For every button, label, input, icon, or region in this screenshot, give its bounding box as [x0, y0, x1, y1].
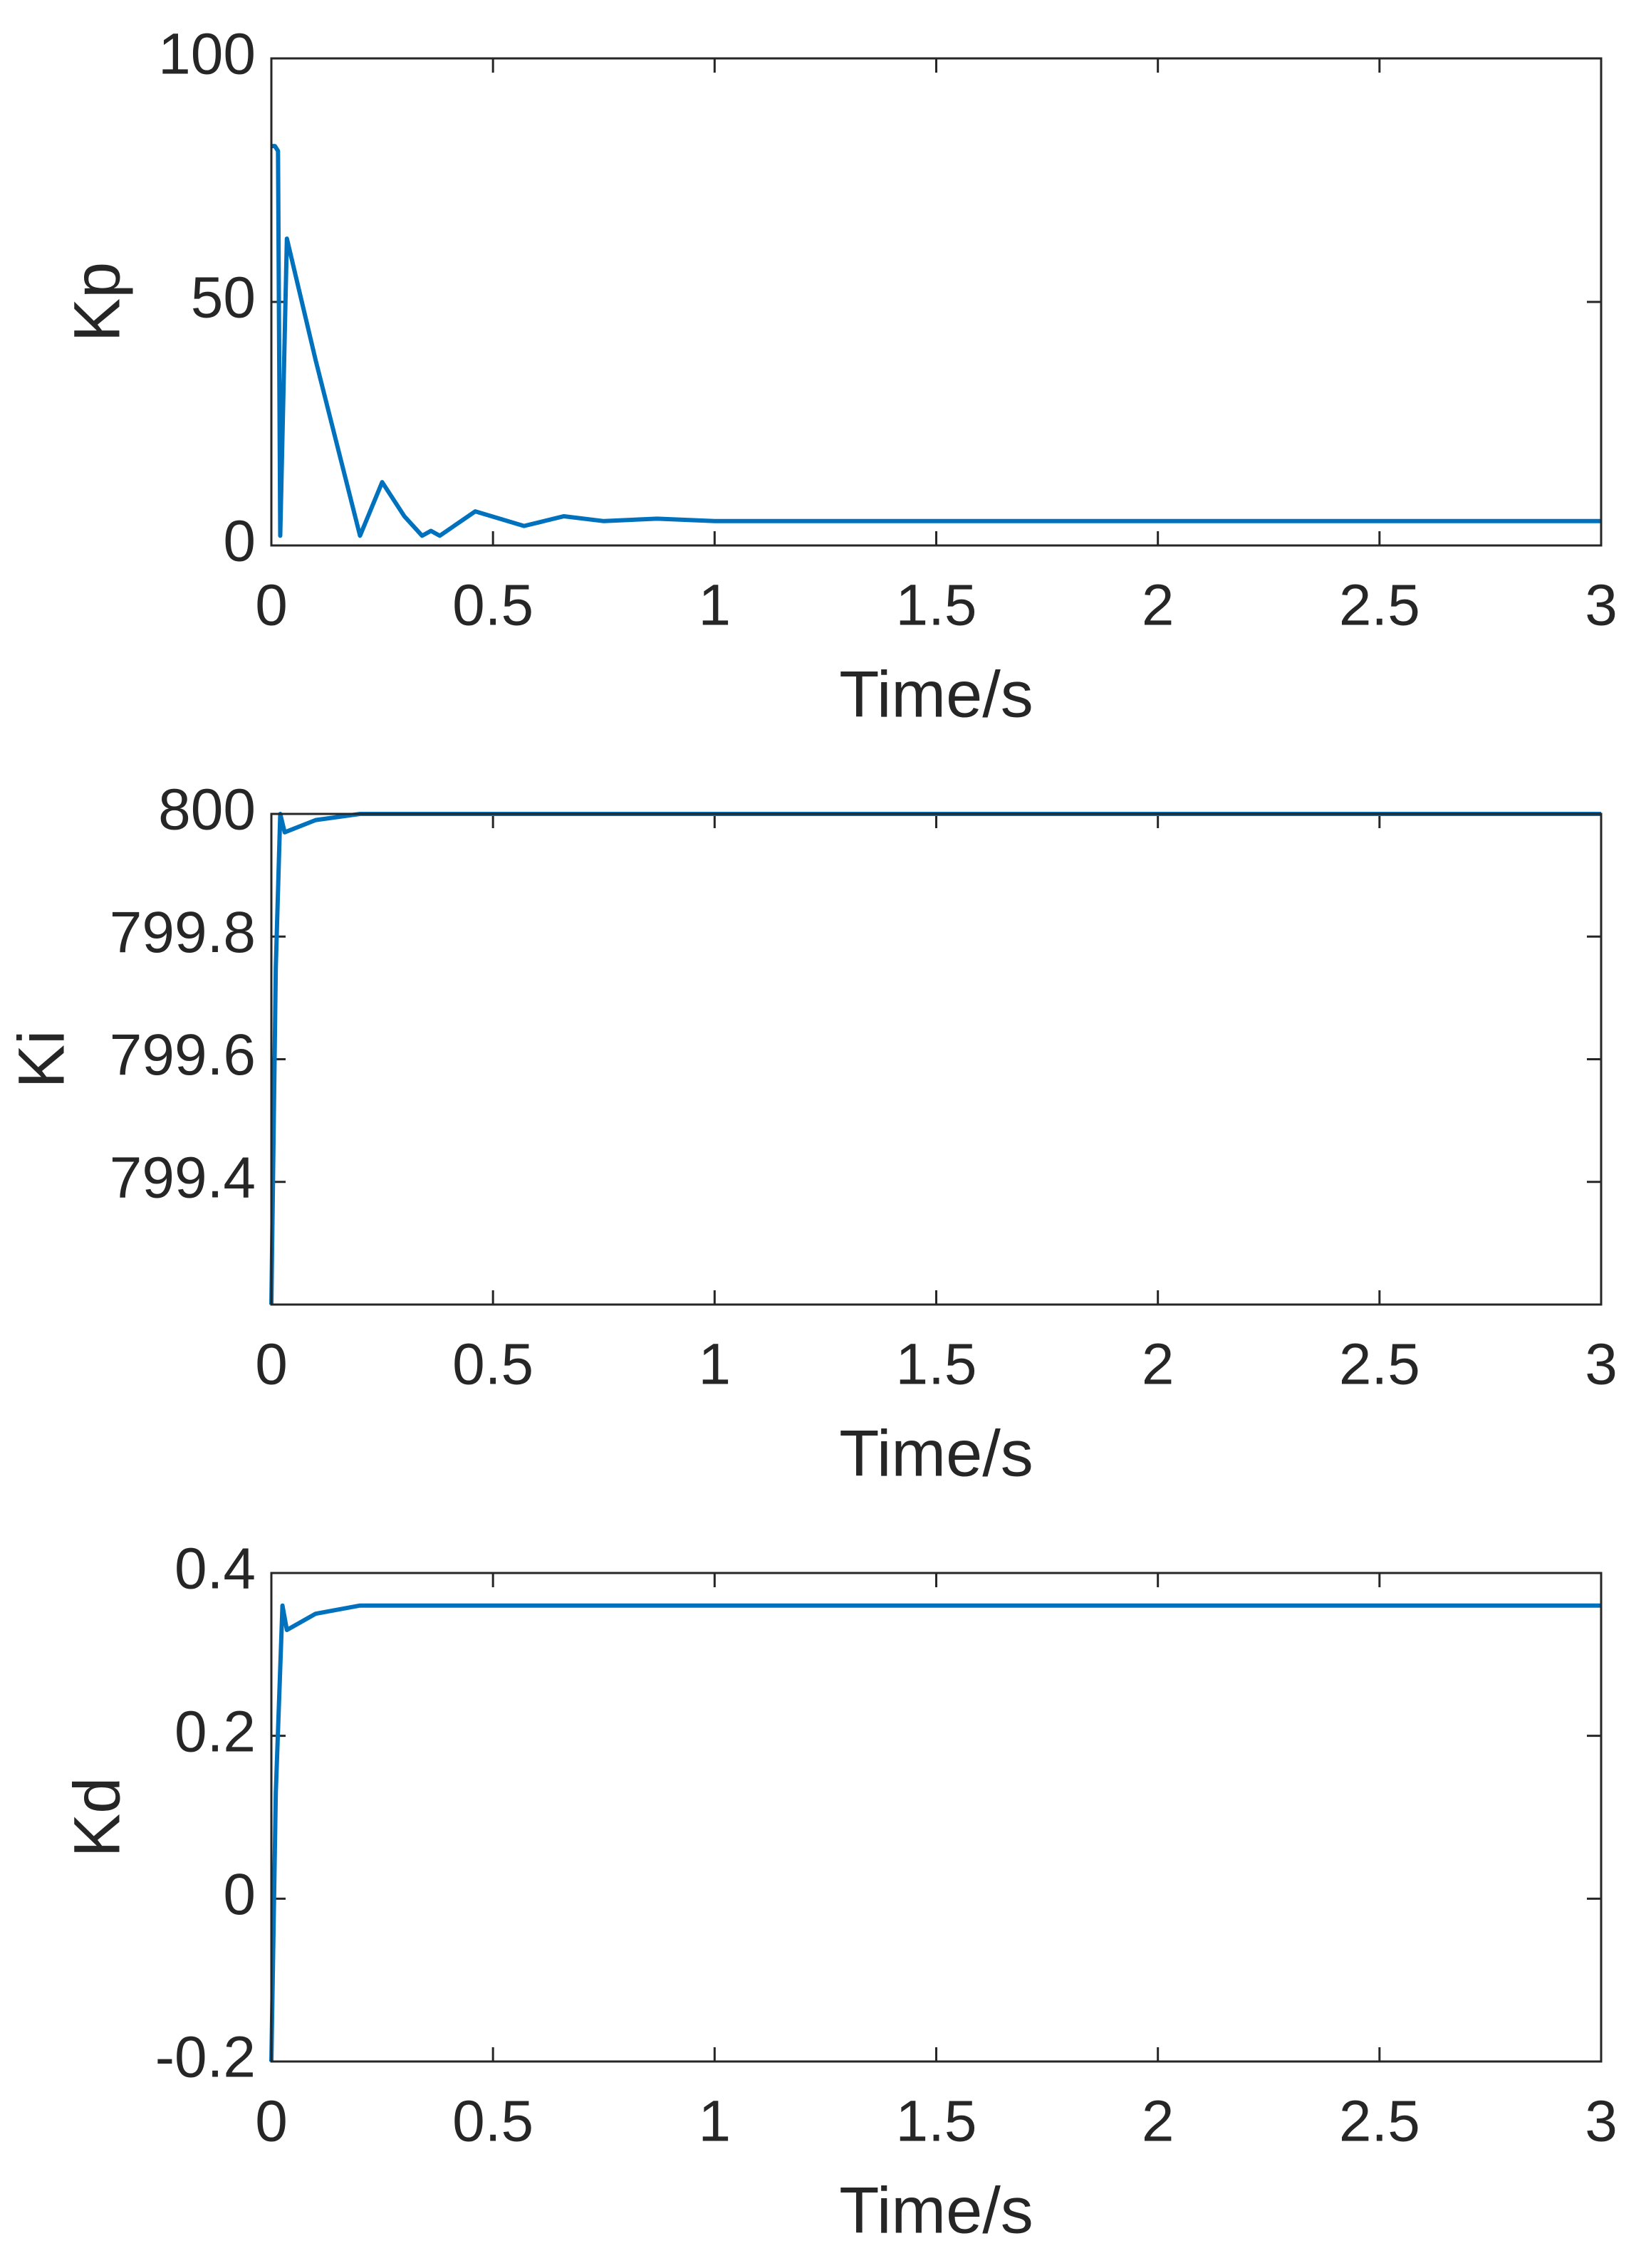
- x-tick-label: 3: [1585, 2089, 1618, 2154]
- x-axis-label: Time/s: [839, 1417, 1033, 1490]
- x-tick-label: 0: [255, 1332, 288, 1397]
- plot-area: [271, 58, 1601, 545]
- y-axis-label: Kp: [61, 262, 133, 343]
- plot-area: [271, 814, 1601, 1305]
- x-tick-label: 2: [1142, 573, 1174, 638]
- axes-box: [270, 1572, 1603, 2063]
- x-axis-label: Time/s: [839, 658, 1033, 731]
- x-tick-label: 1: [699, 1332, 731, 1397]
- x-tick-label: 1: [699, 573, 731, 638]
- y-tick-label: 50: [191, 266, 256, 330]
- x-tick-label: 2.5: [1339, 2089, 1420, 2154]
- plot-area: [271, 1573, 1601, 2061]
- x-tick-label: 0: [255, 573, 288, 638]
- y-tick-label: 0.2: [175, 1699, 256, 1764]
- x-tick-label: 2.5: [1339, 1332, 1420, 1397]
- y-tick-label: 0: [223, 509, 256, 574]
- x-tick-label: 0.5: [452, 573, 533, 638]
- y-tick-label: 800: [158, 778, 256, 842]
- x-tick-label: 1.5: [896, 573, 977, 638]
- x-tick-label: 3: [1585, 573, 1618, 638]
- x-tick-label: 0.5: [452, 2089, 533, 2154]
- data-line: [271, 144, 1601, 538]
- x-tick-label: 3: [1585, 1332, 1618, 1397]
- y-tick-label: 0: [223, 1862, 256, 1927]
- y-tick-label: 0.4: [175, 1537, 256, 1601]
- axes-box: [270, 57, 1603, 547]
- subplot: 0 50 100 0 0.5 1 1.5 2 2.5 3 Time/s Kp: [61, 22, 1618, 731]
- y-axis-label: Ki: [5, 1030, 78, 1089]
- x-tick-label: 2: [1142, 2089, 1174, 2154]
- y-tick-label: 799.8: [110, 900, 256, 965]
- x-tick-label: 0: [255, 2089, 288, 2154]
- subplot: 799.4 799.6 799.8 800 0 0.5 1 1.5 2 2.5 3 Time/s Ki: [5, 778, 1618, 1490]
- y-tick-label: 100: [158, 22, 256, 87]
- x-tick-label: 1: [699, 2089, 731, 2154]
- axes-box: [270, 812, 1603, 1306]
- x-tick-label: 1.5: [896, 1332, 977, 1397]
- y-axis-label: Kd: [61, 1777, 133, 1858]
- data-line: [269, 1603, 1601, 2062]
- y-tick-label: 799.6: [110, 1023, 256, 1087]
- x-tick-label: 2.5: [1339, 573, 1420, 638]
- x-axis-label: Time/s: [839, 2174, 1033, 2247]
- y-tick-label: -0.2: [155, 2025, 256, 2090]
- y-tick-label: 799.4: [110, 1145, 256, 1210]
- x-tick-label: 0.5: [452, 1332, 533, 1397]
- x-tick-label: 1.5: [896, 2089, 977, 2154]
- x-tick-label: 2: [1142, 1332, 1174, 1397]
